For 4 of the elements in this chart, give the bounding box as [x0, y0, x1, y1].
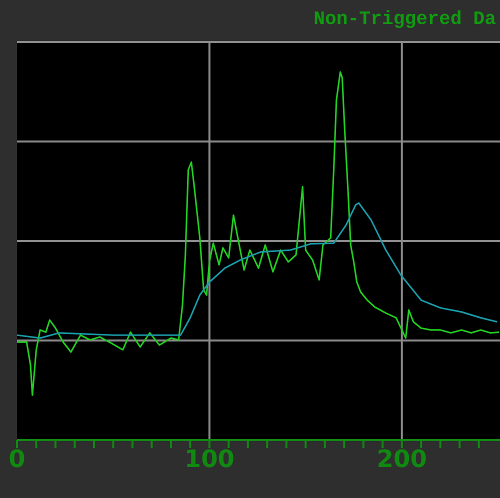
x-tick-label: 100	[184, 445, 234, 474]
chart-title: Non-Triggered Da	[314, 8, 496, 30]
x-tick-label: 0	[8, 445, 26, 474]
x-tick-label: 200	[376, 445, 427, 474]
